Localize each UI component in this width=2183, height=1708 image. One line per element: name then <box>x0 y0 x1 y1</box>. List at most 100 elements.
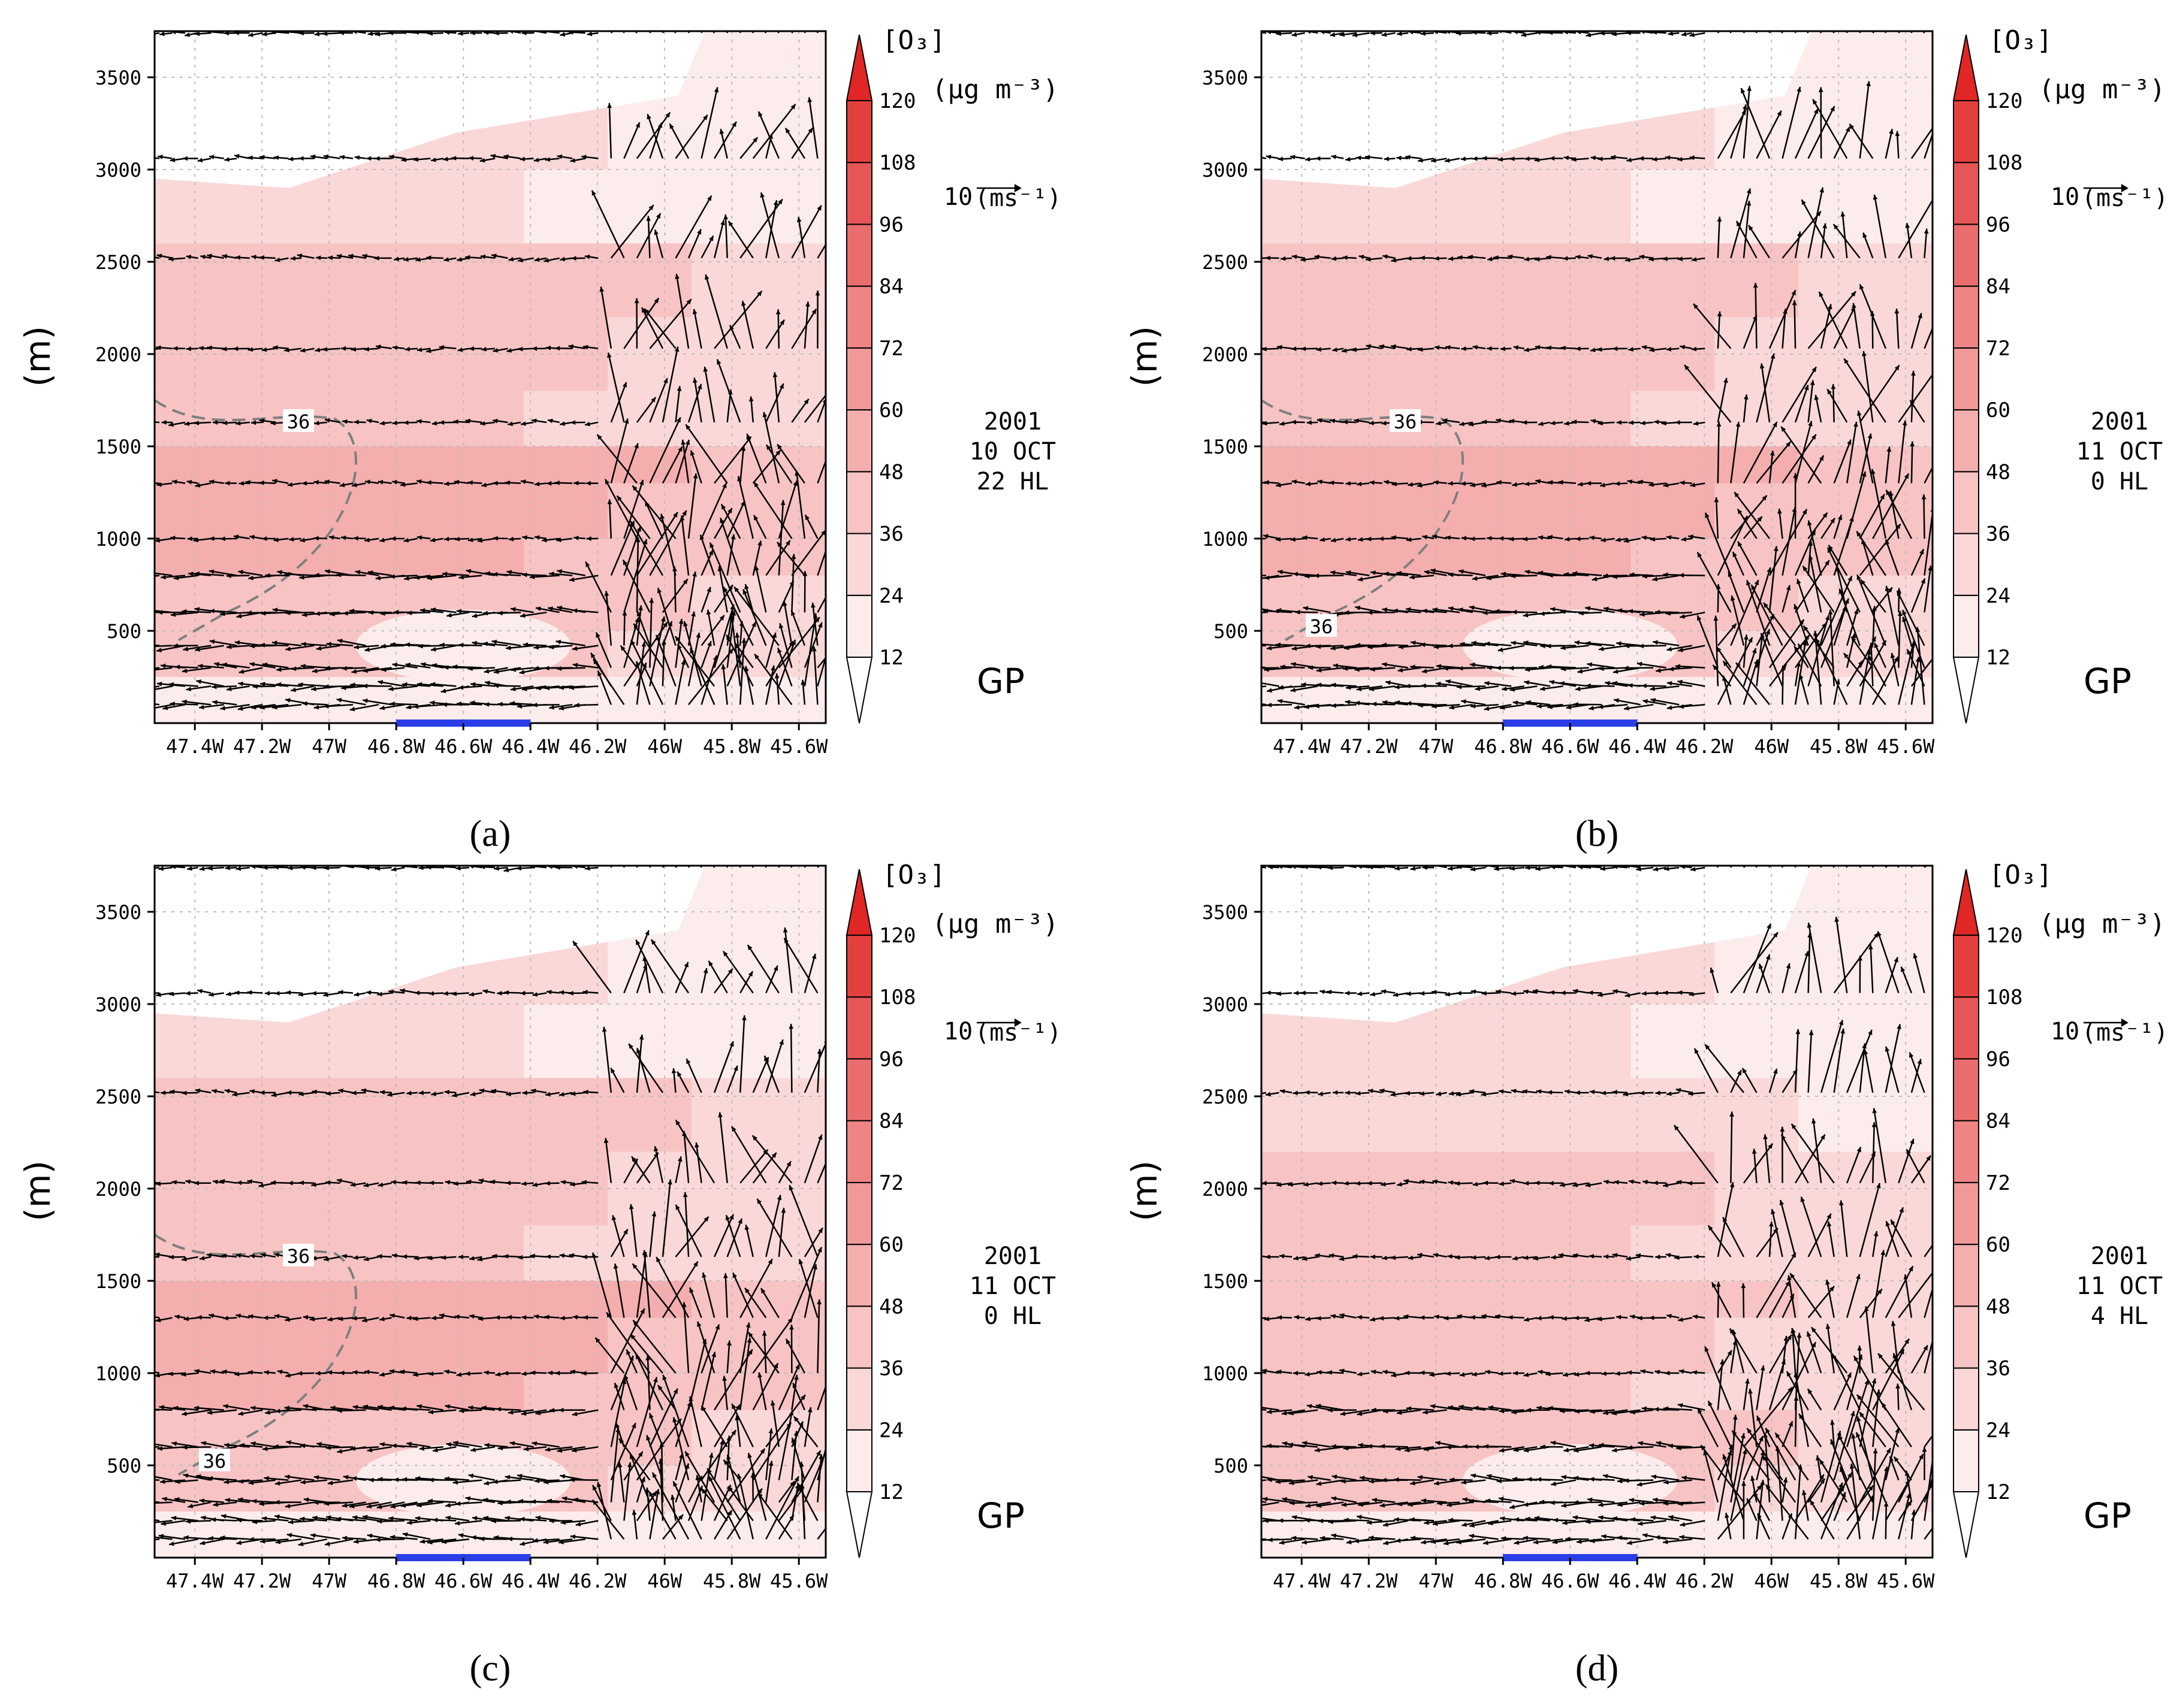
wind-vector-head <box>494 866 499 871</box>
wind-vector-head <box>378 1182 384 1187</box>
wind-vector-head <box>744 584 749 590</box>
wind-vector-head <box>1436 421 1441 426</box>
wind-vector-head <box>261 1516 267 1521</box>
wind-vector-head <box>1725 1513 1729 1518</box>
wind-vector-head <box>785 128 790 134</box>
wind-vector-head <box>1783 309 1788 314</box>
wind-vector-head <box>212 700 218 705</box>
wind-vector-head <box>795 1364 800 1370</box>
wind-vector-head <box>468 156 474 161</box>
wind-vector-head <box>1910 441 1915 447</box>
wind-vector-head <box>426 480 431 485</box>
wind-vector-head <box>1876 1389 1881 1395</box>
wind-vector <box>675 439 690 483</box>
wind-vector-head <box>1642 1533 1648 1538</box>
wind-vector-head <box>1610 256 1616 261</box>
wind-vector-head <box>1698 1408 1702 1414</box>
wind-vector-head <box>632 1510 637 1515</box>
wind-vector-head <box>777 542 783 548</box>
wind-vector-head <box>663 622 668 628</box>
wind-vector-head <box>1316 1481 1322 1486</box>
wind-vector-head <box>1856 1432 1861 1438</box>
wind-vector <box>285 1501 315 1508</box>
wind-vector-head <box>149 1501 154 1506</box>
ozone-band <box>155 1317 608 1373</box>
wind-vector <box>1859 433 1872 483</box>
wind-vector <box>155 1316 160 1319</box>
wind-vector-head <box>225 1498 230 1503</box>
wind-vector-head <box>1408 482 1413 487</box>
wind-vector <box>1856 531 1886 576</box>
wind-vector <box>752 449 781 484</box>
wind-vector-head <box>285 1373 291 1378</box>
wind-vector-head <box>757 540 762 546</box>
wind-vector-head <box>1804 634 1810 640</box>
wind-vector-head <box>1366 536 1372 542</box>
wind-vector-head <box>1713 615 1719 621</box>
wind-vector-head <box>375 1537 381 1542</box>
wind-vector <box>610 418 629 483</box>
wind-vector-head <box>195 31 200 37</box>
wind-vector-head <box>1850 1411 1855 1417</box>
wind-vector-head <box>1833 224 1838 229</box>
wind-vector-head <box>235 421 241 426</box>
wind-vector-head <box>1546 255 1551 260</box>
wind-vector-head <box>518 1498 523 1504</box>
wind-vector-head <box>520 479 526 485</box>
wind-vector <box>724 1273 728 1318</box>
wind-vector-head <box>1265 255 1270 261</box>
wind-vector <box>753 481 793 539</box>
wind-vector-head <box>675 636 680 642</box>
wind-vector-head <box>1871 1378 1877 1384</box>
wind-vector-head <box>237 1497 243 1503</box>
wind-vector-head <box>392 421 397 425</box>
wind-vector-head <box>613 1263 618 1269</box>
wind-vector-head <box>773 965 778 971</box>
wind-vector-head <box>1732 551 1737 557</box>
wind-vector-head <box>1433 480 1439 485</box>
wind-vector-head <box>389 1405 395 1410</box>
wind-vector-head <box>707 641 712 646</box>
wind-vector <box>726 866 728 868</box>
wind-vector-head <box>1535 479 1541 484</box>
wind-vector <box>745 666 754 705</box>
wind-vector-head <box>1597 347 1602 352</box>
wind-vector <box>629 520 664 576</box>
wind-vector <box>388 1517 418 1522</box>
wind-vector-head <box>1276 482 1281 488</box>
wind-vector <box>1820 1431 1841 1503</box>
wind-vector <box>1896 590 1925 646</box>
wind-vector-head <box>620 645 626 651</box>
wind-vector <box>674 31 677 34</box>
wind-vector <box>155 572 173 576</box>
wind-vector-head <box>312 1089 317 1095</box>
contour-label-bg <box>283 409 314 432</box>
wind-vector-head <box>1777 509 1782 514</box>
wind-vector-head <box>719 129 724 135</box>
wind-vector-head <box>297 253 303 258</box>
wind-vector-head <box>1357 576 1363 582</box>
wind-vector <box>194 1407 224 1411</box>
wind-vector-head <box>649 1491 654 1497</box>
colorbar-tick-label: 60 <box>879 398 904 422</box>
wind-vector-head <box>1561 1474 1566 1480</box>
wind-vector <box>298 683 328 687</box>
wind-vector-head <box>441 1539 447 1544</box>
wind-vector-head <box>1355 605 1361 610</box>
wind-vector-head <box>1600 482 1605 488</box>
wind-vector-head <box>646 1435 651 1441</box>
wind-vector-head <box>1316 682 1322 688</box>
wind-vector-head <box>636 939 641 945</box>
wind-vector-head <box>772 632 777 638</box>
wind-vector-head <box>622 382 627 388</box>
wind-vector <box>1807 380 1814 423</box>
y-tick-label: 500 <box>1213 620 1248 643</box>
wind-vector-head <box>1291 479 1297 485</box>
wind-vector <box>590 652 612 687</box>
ozone-band <box>155 483 608 539</box>
wind-vector-head <box>1598 156 1603 162</box>
wind-vector-head <box>1410 664 1415 670</box>
wind-vector-head <box>1443 1540 1449 1546</box>
wind-vector-head <box>350 682 355 688</box>
wind-vector-head <box>819 1454 823 1459</box>
